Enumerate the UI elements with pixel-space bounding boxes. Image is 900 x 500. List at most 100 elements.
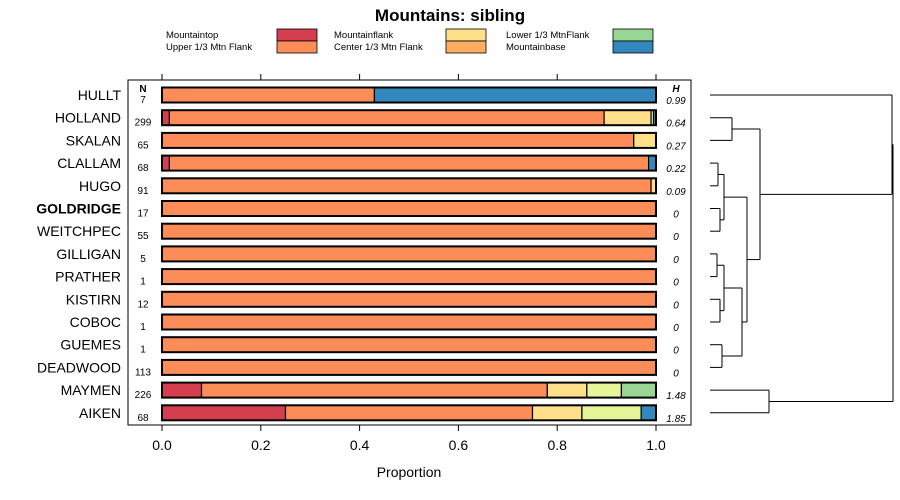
row-label-deadwood: DEADWOOD — [37, 359, 121, 375]
h-value-prather: 0 — [673, 278, 679, 289]
bar-segment-weitchpec-1 — [161, 223, 657, 240]
plot-frame — [127, 79, 692, 426]
bar-outline-clallam — [161, 154, 657, 172]
legend-swatch-mountainbase — [612, 40, 654, 54]
bar-segment-holland-2 — [603, 109, 652, 126]
n-value-coboc: 1 — [140, 322, 146, 333]
bar-segment-maymen-4 — [620, 382, 657, 399]
n-value-skalan: 65 — [137, 140, 149, 151]
bar-segment-deadwood-1 — [161, 359, 657, 376]
bar-segment-aiken-5 — [640, 404, 657, 421]
h-value-clallam: 0.22 — [666, 164, 686, 175]
row-label-aiken: AIKEN — [79, 405, 121, 421]
n-value-guemes: 1 — [140, 345, 146, 356]
bar-outline-weitchpec — [161, 222, 657, 240]
n-value-gilligan: 5 — [140, 254, 146, 265]
bar-segment-aiken-3 — [581, 404, 642, 421]
bar-outline-holland — [161, 109, 657, 127]
bar-segment-hullt-1 — [161, 86, 376, 104]
dendrogram — [710, 94, 894, 414]
bar-outline-kistirn — [161, 290, 657, 308]
bar-outline-skalan — [161, 131, 657, 149]
bar-segment-clallam-5 — [647, 155, 657, 172]
row-label-coboc: COBOC — [70, 314, 121, 330]
n-value-hugo: 91 — [137, 186, 149, 197]
row-label-guemes: GUEMES — [60, 337, 121, 353]
row-label-clallam: CLALLAM — [57, 155, 121, 171]
h-value-goldridge: 0 — [673, 210, 679, 221]
bar-segment-coboc-1 — [161, 313, 657, 331]
h-value-skalan: 0.27 — [666, 141, 686, 152]
row-label-prather: PRATHER — [55, 269, 121, 285]
bar-segment-clallam-0 — [161, 155, 171, 172]
bar-segment-maymen-2 — [546, 382, 588, 399]
h-value-hullt: 0.99 — [666, 96, 686, 107]
row-label-holland: HOLLAND — [55, 110, 121, 126]
n-value-holland: 299 — [135, 118, 152, 129]
legend-label-center-1-3-mtn-flank: Center 1/3 Mtn Flank — [334, 42, 423, 53]
n-value-aiken: 68 — [137, 413, 149, 424]
bar-segment-aiken-1 — [284, 404, 534, 421]
bar-segment-hullt-5 — [373, 86, 657, 104]
bar-segment-kistirn-1 — [161, 291, 657, 308]
bar-outline-hullt — [161, 86, 657, 104]
bar-segment-maymen-1 — [200, 382, 548, 399]
legend-swatch-mountainflank — [445, 28, 487, 42]
bar-segment-prather-1 — [161, 268, 657, 285]
n-value-deadwood: 113 — [135, 367, 151, 378]
bar-segment-skalan-1 — [161, 132, 635, 149]
bar-segment-aiken-0 — [161, 404, 287, 421]
bar-segment-skalan-2 — [633, 132, 657, 149]
bar-outline-gilligan — [161, 245, 657, 263]
n-value-clallam: 68 — [137, 163, 149, 174]
legend-label-mountainbase: Mountainbase — [506, 42, 566, 53]
bar-segment-goldridge-1 — [161, 200, 657, 217]
legend-swatch-lower-1-3-mtnflank — [612, 28, 654, 42]
n-column-header: N — [139, 84, 146, 95]
n-value-kistirn: 12 — [137, 299, 149, 310]
bar-segment-maymen-3 — [586, 382, 623, 399]
h-value-guemes: 0 — [673, 346, 679, 357]
legend-swatch-center-1-3-mtn-flank — [445, 40, 487, 54]
n-value-maymen: 226 — [135, 390, 152, 401]
h-value-kistirn: 0 — [673, 300, 679, 311]
h-value-maymen: 1.48 — [666, 391, 686, 402]
h-value-gilligan: 0 — [673, 255, 679, 266]
legend-label-mountaintop: Mountaintop — [166, 30, 218, 41]
bar-outline-goldridge — [161, 200, 657, 217]
legend-label-upper-1-3-mtn-flank: Upper 1/3 Mtn Flank — [166, 42, 252, 53]
bar-outline-hugo — [161, 177, 657, 195]
row-label-skalan: SKALAN — [66, 132, 121, 148]
legend-swatch-mountaintop — [276, 28, 318, 42]
chart-title: Mountains: sibling — [375, 6, 525, 25]
row-label-hugo: HUGO — [79, 178, 121, 194]
row-label-goldridge: GOLDRIDGE — [36, 201, 121, 217]
h-value-weitchpec: 0 — [673, 232, 679, 243]
row-label-hullt: HULLT — [78, 87, 122, 103]
n-value-hullt: 7 — [140, 95, 146, 106]
row-label-maymen: MAYMEN — [61, 382, 121, 398]
bar-segment-hugo-1 — [161, 177, 652, 194]
bar-outline-prather — [161, 268, 657, 286]
bar-outline-coboc — [161, 313, 657, 331]
bar-outline-deadwood — [161, 358, 657, 376]
x-tick-label-4: 0.8 — [547, 437, 567, 453]
bar-segment-gilligan-1 — [161, 245, 657, 262]
legend-label-lower-1-3-mtnflank: Lower 1/3 MtnFlank — [506, 30, 590, 41]
bar-segment-maymen-0 — [161, 382, 203, 399]
h-value-aiken: 1.85 — [666, 414, 686, 425]
bar-rows: HULLT 7 0.99 HOLLAND 299 0.64 SKALAN 65 0.27 CLAL… — [36, 86, 686, 425]
h-value-hugo: 0.09 — [666, 187, 686, 198]
x-axis-label: Proportion — [377, 464, 442, 480]
row-label-weitchpec: WEITCHPEC — [37, 223, 121, 239]
h-value-holland: 0.64 — [666, 119, 686, 130]
n-value-weitchpec: 55 — [137, 231, 149, 242]
bar-outline-aiken — [161, 404, 657, 422]
h-column-header: H — [672, 84, 680, 95]
bar-segment-clallam-1 — [168, 155, 650, 172]
n-value-goldridge: 17 — [137, 209, 149, 220]
x-tick-label-3: 0.6 — [449, 437, 469, 453]
bar-outline-guemes — [161, 336, 657, 354]
